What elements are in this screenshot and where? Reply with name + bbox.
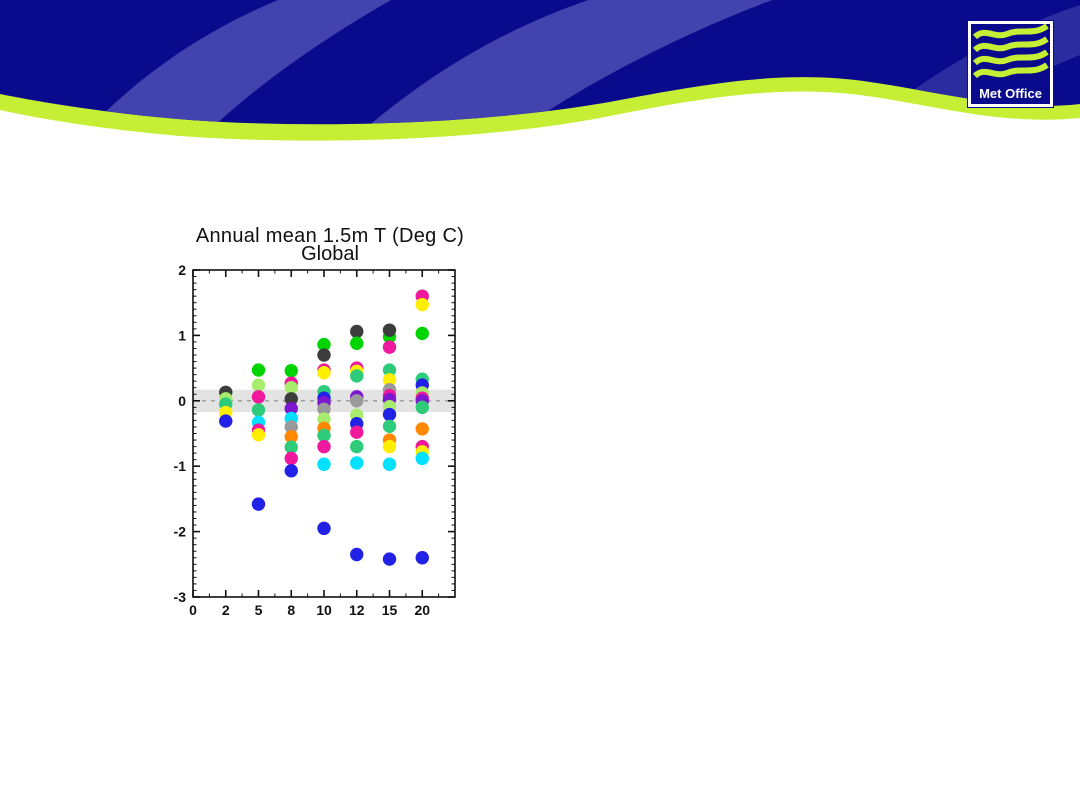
- data-point: [382, 439, 397, 454]
- data-point: [415, 551, 429, 565]
- y-tick-label: -1: [174, 458, 187, 474]
- data-point: [350, 324, 364, 339]
- data-point: [415, 326, 429, 341]
- data-point: [284, 464, 298, 478]
- logo-text: Met Office: [979, 86, 1042, 101]
- banner-swoosh-stripe-2: [330, 0, 800, 125]
- data-point: [350, 425, 364, 439]
- data-point: [317, 428, 331, 443]
- data-point: [284, 364, 298, 378]
- data-point: [251, 403, 266, 417]
- data-point: [382, 340, 397, 354]
- data-point: [382, 407, 397, 422]
- data-point: [382, 552, 397, 566]
- y-tick-label: 0: [178, 393, 186, 409]
- data-point: [284, 381, 298, 395]
- x-tick-label: 20: [414, 602, 430, 618]
- data-point: [382, 363, 397, 377]
- x-tick-label: 8: [287, 602, 295, 618]
- data-point: [350, 394, 364, 408]
- data-point: [284, 440, 298, 454]
- data-point: [350, 369, 364, 383]
- data-point: [284, 392, 298, 406]
- x-tick-label: 5: [255, 602, 263, 618]
- data-point: [415, 297, 429, 312]
- data-point: [415, 451, 429, 466]
- data-point: [382, 323, 397, 337]
- chart-subtitle: Global: [301, 243, 359, 265]
- y-tick-label: 2: [178, 262, 186, 278]
- data-point: [382, 419, 397, 434]
- data-point: [251, 378, 266, 392]
- data-point: [317, 521, 331, 536]
- data-point: [284, 430, 298, 444]
- logo-waves-icon: [972, 23, 1049, 79]
- data-point: [317, 348, 331, 362]
- y-tick-label: 1: [178, 327, 186, 343]
- data-point: [317, 439, 331, 454]
- data-point: [382, 373, 397, 387]
- plot-frame: [192, 269, 456, 598]
- data-point: [317, 402, 331, 417]
- data-point: [219, 414, 233, 428]
- x-tick-label: 0: [189, 602, 197, 618]
- y-tick-label: -3: [174, 589, 187, 605]
- data-point: [382, 457, 397, 471]
- y-tick-label: -2: [174, 524, 187, 540]
- met-office-logo: Met Office: [968, 21, 1053, 107]
- x-tick-label: 2: [222, 602, 230, 618]
- data-point: [415, 422, 429, 436]
- data-point: [350, 456, 364, 470]
- x-tick-label: 12: [349, 602, 365, 618]
- chart-title: Annual mean 1.5m T (Deg C): [195, 225, 465, 247]
- data-point: [251, 428, 266, 442]
- data-point: [251, 363, 266, 377]
- x-tick-label: 15: [382, 602, 398, 618]
- data-point: [317, 337, 331, 352]
- data-point: [251, 497, 266, 511]
- data-point: [350, 547, 364, 562]
- data-point: [284, 401, 298, 416]
- scatter-plot: 210-1-2-30 2 5 8 10 12 15 20: [174, 262, 456, 618]
- data-point: [284, 451, 298, 466]
- data-point: [317, 457, 331, 471]
- data-point: [317, 365, 331, 380]
- data-point: [415, 400, 429, 415]
- data-point: [317, 412, 331, 426]
- data-point: [251, 390, 266, 404]
- header-banner: [0, 0, 1080, 141]
- data-point: [284, 420, 298, 434]
- data-point: [350, 439, 364, 454]
- x-tick-label: 10: [316, 602, 332, 618]
- data-point: [350, 336, 364, 350]
